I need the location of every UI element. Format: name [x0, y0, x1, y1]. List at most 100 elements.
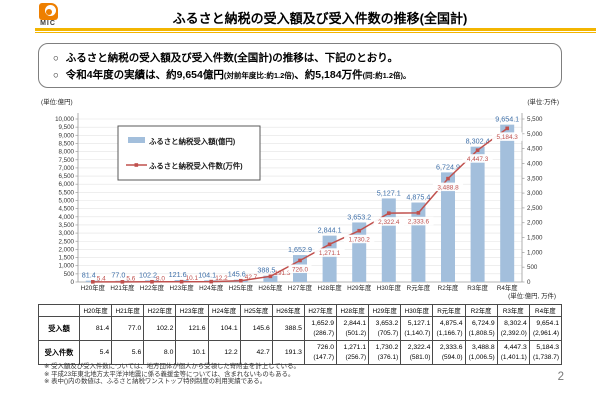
- line-value-label: 4,447.3: [467, 156, 489, 163]
- left-axis-unit: (単位:億円): [41, 97, 73, 106]
- bar-value-label: 77.0: [111, 271, 125, 280]
- table-cell-value: 5.4: [99, 348, 110, 356]
- table-cell-value: 10.1: [192, 348, 206, 356]
- table-cell-sub-value: (1,808.5): [468, 329, 495, 337]
- table-cell: 4,447.3 (1,401.1): [496, 340, 530, 365]
- table-cell: 2,322.4 (581.0): [400, 340, 434, 365]
- line-value-label: 726.0: [292, 266, 308, 273]
- table-cell: 5,127.1 (1,140.7): [400, 316, 434, 341]
- table-column-header: H22年度: [143, 304, 177, 317]
- table-cell-sub-value: (286.7): [313, 329, 334, 337]
- combo-chart: 0 500 1,000 1,500 2,000 2,500 3,000 3,500 4,000 4…: [38, 94, 562, 304]
- table-cell: 5.6: [111, 340, 145, 365]
- bullet-2-paren-1: (対前年度比:約1.2倍): [223, 71, 295, 80]
- line-value-label-box: [403, 216, 434, 226]
- footnote-2: ※ 平成23年東北地方太平洋沖地震に係る義援金等については、含まれないものもある…: [44, 370, 295, 378]
- left-axis-tick-label: 1,000: [59, 263, 75, 270]
- table-cell: 8.0: [143, 340, 177, 365]
- line-value-label: 5.4: [97, 275, 106, 282]
- table-unit-note: (単位:億円, 万件): [508, 293, 556, 300]
- line-value-label-box: [462, 154, 493, 163]
- mic-logo-icon: [38, 3, 58, 20]
- table-cell-sub-value: (1,401.1): [500, 353, 527, 361]
- line-marker: [209, 279, 213, 284]
- left-axis-tick-label: 3,500: [59, 222, 75, 229]
- x-axis-label: H26年度: [258, 283, 283, 292]
- line-marker: [268, 274, 273, 279]
- x-axis-label: H25年度: [229, 283, 254, 292]
- table-cell: 191.3: [271, 340, 305, 365]
- summary-bullet-1-text: ふるさと納税の受入額及び受入件数(全国計)の推移は、下記のとおり。: [65, 52, 399, 64]
- bullet-2-paren-2: (同:約1.2倍)。: [362, 71, 411, 80]
- left-axis-tick-label: 3,000: [59, 230, 75, 237]
- table-column-header: R2年度: [464, 304, 498, 317]
- right-axis-tick-label: 4,000: [527, 160, 543, 167]
- table-cell-value: 4,875.4: [439, 319, 463, 327]
- table-column-header: H30年度: [400, 304, 434, 317]
- bar-value-label: 388.5: [257, 266, 275, 275]
- left-axis-tick-label: 5,000: [59, 198, 75, 205]
- right-axis-tick-label: 1,500: [527, 235, 543, 242]
- mic-logo: MIC: [36, 3, 60, 28]
- line-value-label: 2,333.6: [408, 219, 430, 226]
- x-axis-label: H20年度: [81, 283, 106, 292]
- right-axis-tick-label: 3,000: [527, 190, 543, 197]
- legend-label-bar: ふるさと納税受入額(億円): [149, 137, 236, 146]
- header-accent-rule: [35, 28, 596, 33]
- x-axis-label: H27年度: [288, 283, 313, 292]
- line-marker: [120, 280, 125, 284]
- mic-logo-dot: [45, 9, 52, 15]
- bar-value-label: 4,875.4: [406, 193, 430, 202]
- line-marker: [505, 126, 509, 131]
- left-axis-tick-label: 4,500: [59, 206, 75, 213]
- table-column-header: H26年度: [271, 304, 305, 317]
- table-column-header: H28年度: [335, 304, 370, 317]
- bar-value-label: 102.2: [139, 270, 157, 279]
- table-cell-sub-value: (594.0): [441, 353, 463, 361]
- bar-value-label: 1,652.9: [288, 245, 312, 254]
- table-cell-sub-value: (147.7): [313, 353, 334, 361]
- left-axis-tick-label: 8,000: [59, 149, 75, 156]
- table-cell: 12.2: [207, 340, 241, 365]
- left-axis-tick-label: 6,000: [59, 181, 75, 188]
- left-axis-tick-label: 0: [71, 279, 75, 286]
- bar-R3年度: [470, 146, 485, 282]
- bar-value-label: 104.1: [198, 270, 216, 279]
- line-marker: [446, 176, 450, 181]
- table-column-header: H21年度: [111, 304, 145, 317]
- left-axis-tick-label: 8,500: [59, 140, 75, 147]
- summary-bullet-2: ○ 令和4年度の実績は、約9,654億円(対前年度比:約1.2倍)、約5,184…: [53, 67, 547, 84]
- bar-R4年度: [500, 124, 515, 282]
- footnote-3: ※ 表中()内の数値は、ふるさと納税ワンストップ特例制度の利用実績である。: [44, 378, 267, 386]
- bar-value-label: 6,724.9: [436, 162, 460, 171]
- table-cell: 42.7: [239, 340, 273, 365]
- right-axis-tick-label: 3,500: [527, 175, 543, 182]
- table-cell-sub-value: (2,392.0): [500, 329, 527, 337]
- line-marker: [475, 148, 480, 152]
- bullet-circle-icon: ○: [53, 53, 59, 64]
- table-cell-value: 2,322.4: [407, 343, 431, 351]
- table-column-header: R3年度: [496, 304, 530, 317]
- line-value-label: 1,730.2: [349, 237, 371, 244]
- x-axis-label: H24年度: [199, 283, 224, 292]
- line-value-label: 3,488.8: [437, 184, 459, 191]
- bar-value-label: 145.6: [228, 270, 246, 279]
- left-axis-tick-label: 2,000: [59, 246, 75, 253]
- table-column-header: H24年度: [207, 304, 241, 317]
- summary-bullet-2-text: 令和4年度の実績は、約9,654億円(対前年度比:約1.2倍)、約5,184万件…: [66, 67, 411, 84]
- table-cell-value: 726.0: [316, 343, 334, 351]
- table-cell-value: 8.0: [163, 348, 174, 356]
- x-axis-label: H30年度: [377, 283, 402, 292]
- bar-value-label: 8,302.4: [466, 137, 490, 146]
- bar-H30年度: [381, 198, 396, 282]
- table-cell: 726.0 (147.7): [303, 340, 338, 365]
- line-marker: [91, 280, 95, 284]
- footnotes: ※ 受入額及び受入件数については、地方団体が個人から受領した寄附金を計上している…: [44, 363, 300, 386]
- table-cell: 104.1: [207, 316, 241, 341]
- table-cell-value: 5.6: [131, 348, 142, 356]
- bar-value-label: 81.4: [82, 271, 96, 280]
- table-cell-value: 81.4: [95, 324, 110, 332]
- page-title: ふるさと納税の受入額及び受入件数の推移(全国計): [172, 11, 468, 26]
- line-value-label: 5.6: [126, 275, 135, 282]
